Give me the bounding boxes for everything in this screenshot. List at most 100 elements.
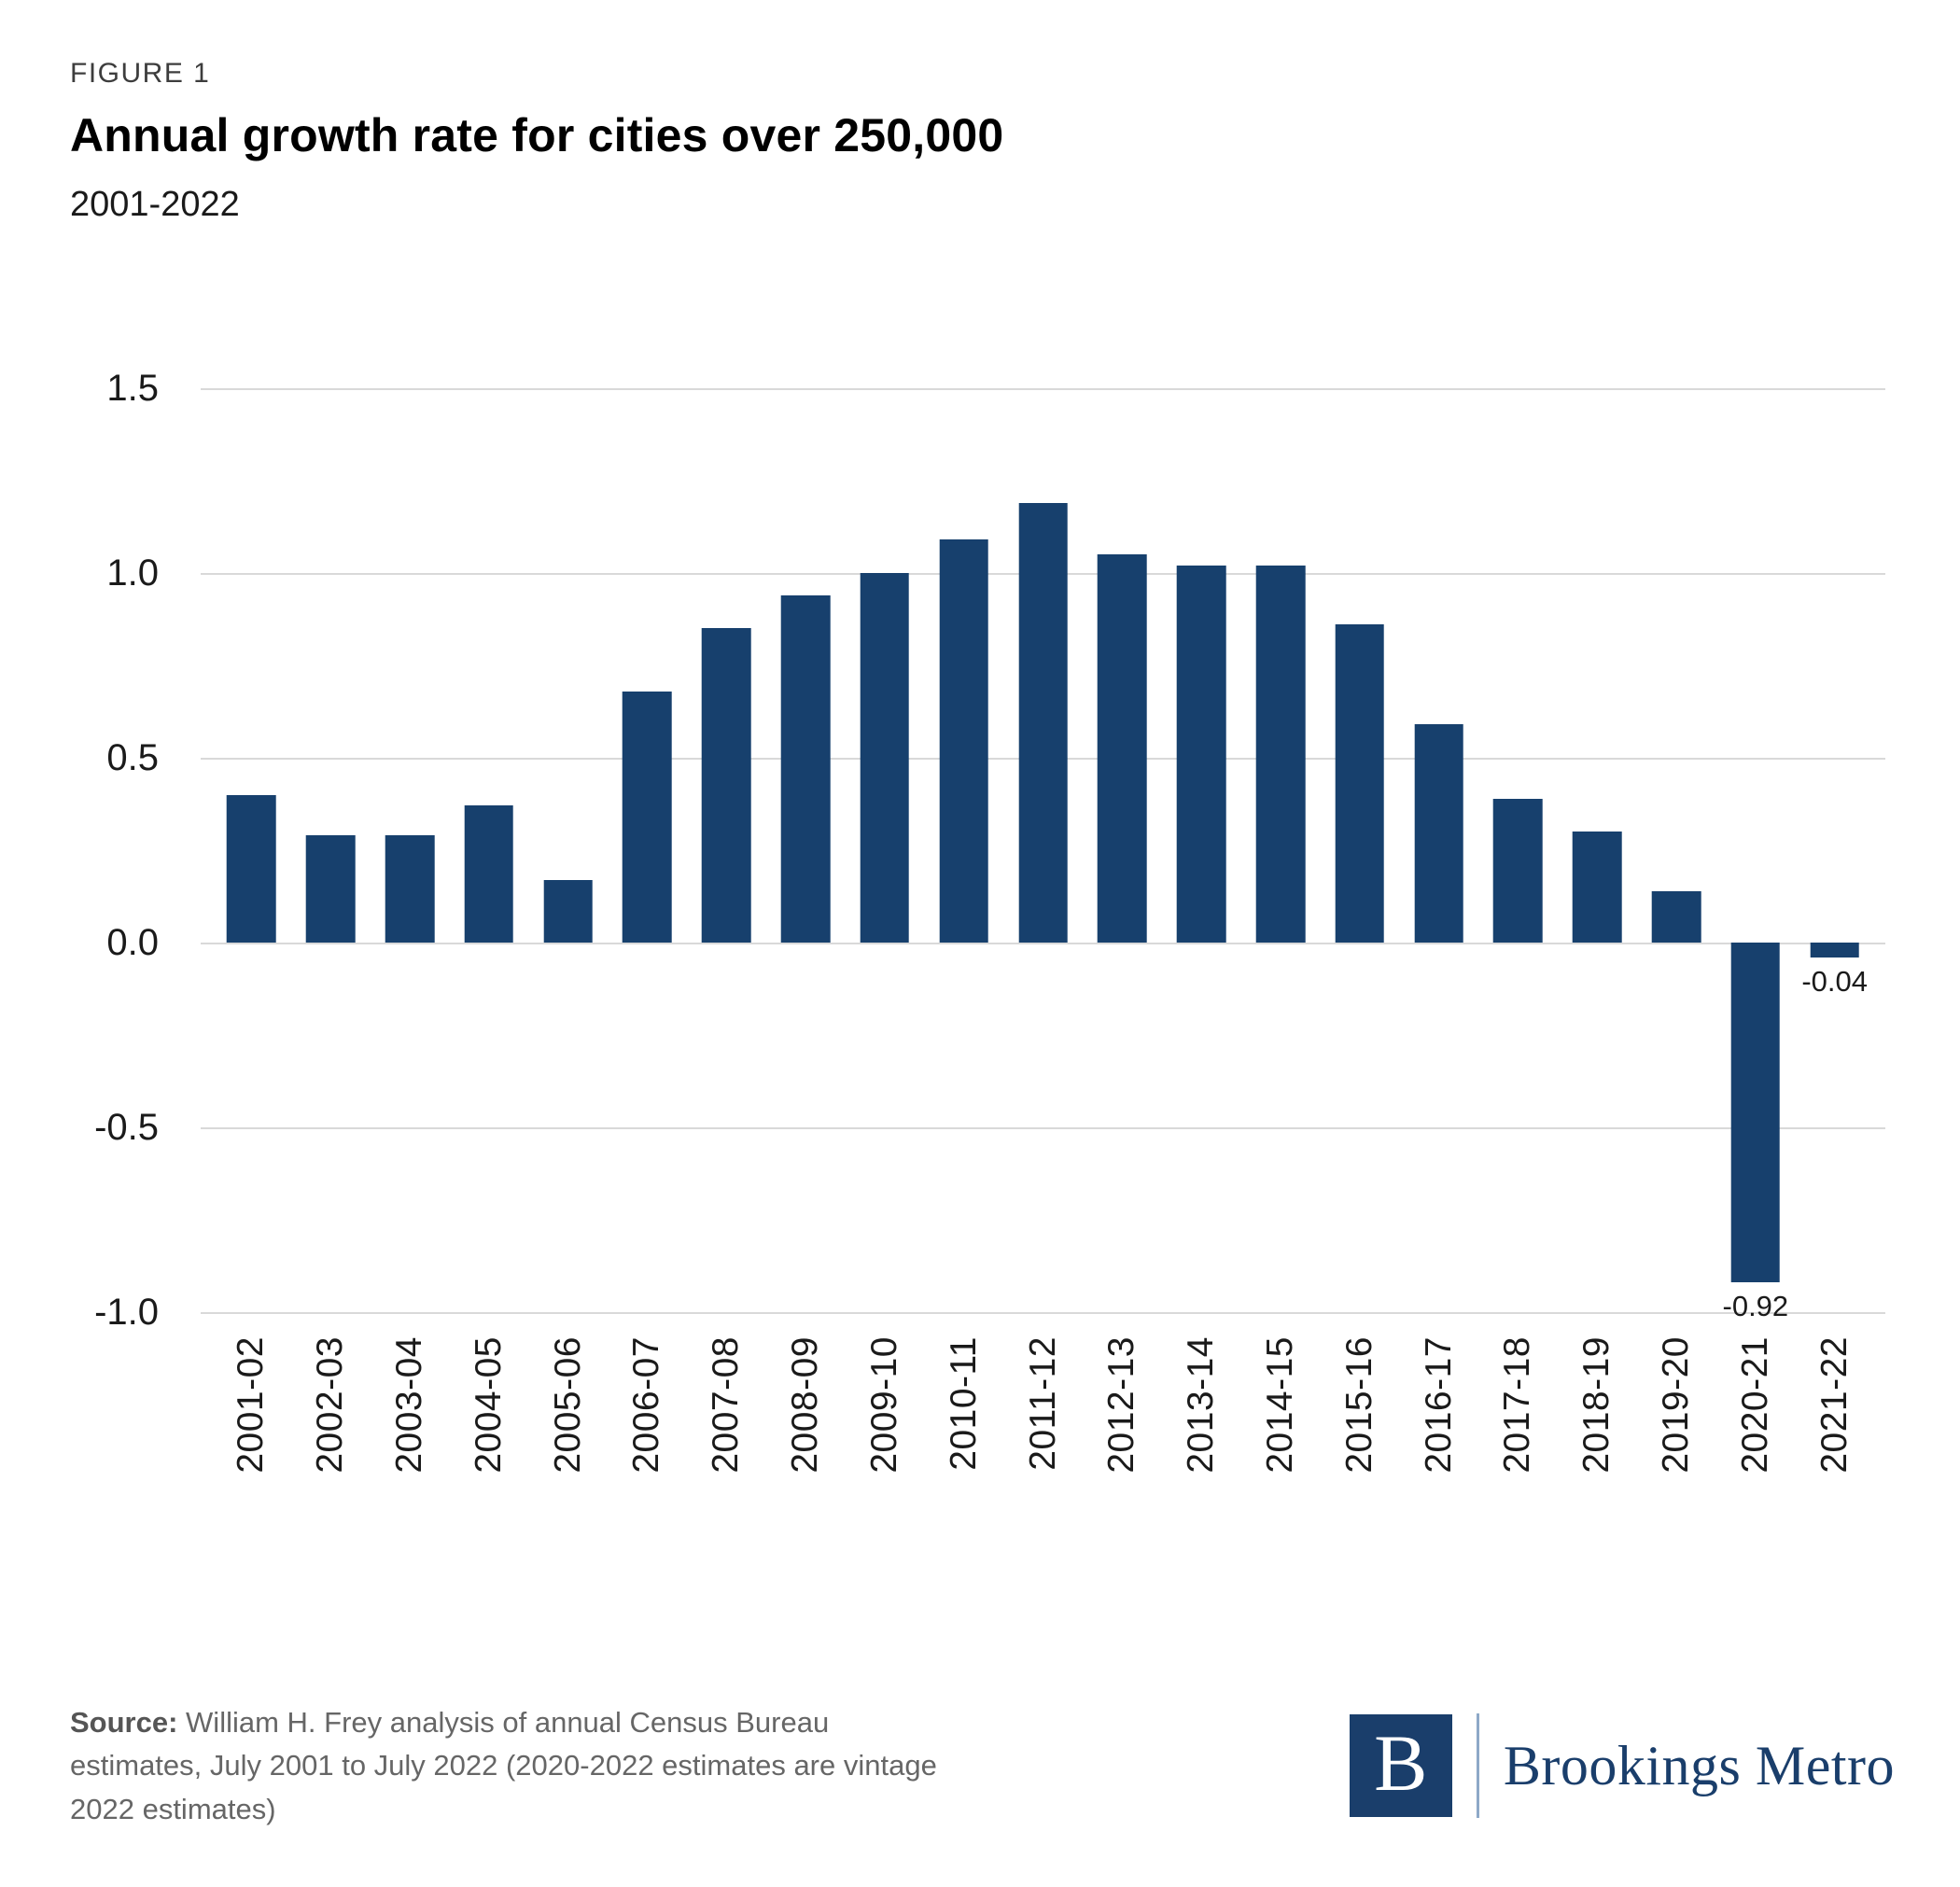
x-tick-label: 2003-04 [389, 1336, 430, 1474]
source-text: William H. Frey analysis of annual Censu… [70, 1705, 937, 1825]
bar-column: -0.92 [1715, 388, 1795, 1321]
x-axis-labels: 2001-02 2002-03 2003-04 2004-05 2005-06 2006-… [201, 1336, 1885, 1537]
plot-area: -0.92 -0.04 1.5 1.0 0.5 0.0 -0.5 -1.0 [94, 370, 1885, 1331]
x-tick-label: 2012-13 [1101, 1336, 1142, 1474]
x-label-column: 2006-07 [608, 1336, 687, 1537]
bar [1651, 890, 1701, 943]
bars-container: -0.92 -0.04 [201, 388, 1885, 1321]
bar [623, 691, 672, 943]
bar-column [1241, 388, 1321, 1312]
x-tick-label: 2013-14 [1181, 1336, 1222, 1474]
x-label-column: 2015-16 [1320, 1336, 1399, 1537]
x-label-column: 2013-14 [1162, 1336, 1241, 1537]
x-label-column: 2004-05 [449, 1336, 528, 1537]
x-tick-label: 2015-16 [1338, 1336, 1379, 1474]
x-label-column: 2007-08 [687, 1336, 766, 1537]
bar [1335, 624, 1385, 943]
x-label-column: 2008-09 [766, 1336, 846, 1537]
bar-column [1399, 388, 1478, 1312]
x-label-column: 2021-22 [1795, 1336, 1874, 1537]
bar-column [766, 388, 846, 1312]
bar [464, 805, 514, 943]
x-label-column: 2011-12 [1003, 1336, 1083, 1537]
x-tick-label: 2021-22 [1813, 1336, 1855, 1474]
y-tick-label: 1.5 [106, 368, 159, 409]
x-tick-label: 2018-19 [1576, 1336, 1617, 1474]
bar-column [1162, 388, 1241, 1312]
y-tick-label: 0.5 [106, 737, 159, 778]
x-tick-label: 2002-03 [310, 1336, 351, 1474]
bar-value-label: -0.04 [1801, 964, 1868, 998]
y-tick-label: -1.0 [94, 1292, 159, 1333]
y-tick-label: -0.5 [94, 1107, 159, 1148]
bar-column [846, 388, 925, 1312]
bar [385, 835, 435, 943]
x-label-column: 2002-03 [291, 1336, 371, 1537]
bar [1730, 943, 1781, 1283]
gridline [201, 388, 1885, 390]
gridline [201, 1127, 1885, 1129]
chart-header: FIGURE 1 Annual growth rate for cities o… [70, 58, 1895, 225]
bar [1018, 502, 1068, 943]
bar [1572, 832, 1622, 943]
gridline [201, 1312, 1885, 1314]
brookings-logo-letter: B [1374, 1718, 1428, 1809]
x-tick-label: 2007-08 [706, 1336, 747, 1474]
x-tick-label: 2017-18 [1497, 1336, 1538, 1474]
bar [1493, 798, 1543, 943]
x-tick-label: 2006-07 [626, 1336, 667, 1474]
bar-column [1558, 388, 1637, 1312]
chart-subtitle: 2001-2022 [70, 185, 240, 224]
chart-title: Annual growth rate for cities over 250,0… [70, 109, 1004, 161]
x-label-column: 2017-18 [1478, 1336, 1558, 1537]
gridline [201, 943, 1885, 944]
bar-column [291, 388, 371, 1312]
y-tick-label: 1.0 [106, 552, 159, 594]
bar-column: -0.04 [1795, 388, 1874, 1312]
bar [305, 835, 356, 943]
x-label-column: 2020-21 [1715, 1336, 1795, 1537]
x-tick-label: 2009-10 [863, 1336, 904, 1474]
bar-column [371, 388, 450, 1312]
figure-label: FIGURE 1 [70, 58, 211, 89]
x-label-column: 2012-13 [1083, 1336, 1162, 1537]
bar-column [1637, 388, 1716, 1312]
x-label-column: 2009-10 [846, 1336, 925, 1537]
x-tick-label: 2020-21 [1734, 1336, 1775, 1474]
bar-column [449, 388, 528, 1312]
footer: Source: William H. Frey analysis of annu… [70, 1701, 1895, 1832]
bar-column [528, 388, 608, 1312]
bar [701, 628, 751, 943]
bar-column [687, 388, 766, 1312]
brand-divider [1476, 1713, 1479, 1819]
y-tick-label: 0.0 [106, 922, 159, 963]
x-tick-label: 2014-15 [1259, 1336, 1300, 1474]
bar [1255, 566, 1306, 943]
x-label-column: 2010-11 [924, 1336, 1003, 1537]
bar-chart: -0.92 -0.04 1.5 1.0 0.5 0.0 -0.5 -1.0 2001-02 2… [94, 370, 1885, 1537]
x-tick-label: 2019-20 [1656, 1336, 1697, 1474]
bar [1414, 724, 1463, 943]
x-label-column: 2003-04 [371, 1336, 450, 1537]
source-label: Source: [70, 1705, 178, 1739]
source-note: Source: William H. Frey analysis of annu… [70, 1701, 947, 1832]
bar [1098, 554, 1147, 943]
brookings-brand: B Brookings Metro [1349, 1713, 1895, 1819]
bar-column [1478, 388, 1558, 1312]
x-label-column: 2005-06 [528, 1336, 608, 1537]
x-label-column: 2001-02 [212, 1336, 291, 1537]
x-tick-label: 2010-11 [943, 1336, 984, 1471]
bar [939, 539, 989, 943]
bar [543, 879, 593, 943]
brand-name: Brookings Metro [1503, 1734, 1895, 1796]
bar-column [1320, 388, 1399, 1312]
bar [780, 594, 831, 943]
bar-column [1083, 388, 1162, 1312]
bar [860, 573, 910, 943]
bar [1810, 943, 1859, 957]
x-label-column: 2018-19 [1558, 1336, 1637, 1537]
x-label-column: 2014-15 [1241, 1336, 1321, 1537]
x-tick-label: 2004-05 [468, 1336, 509, 1474]
x-tick-label: 2001-02 [231, 1336, 272, 1474]
